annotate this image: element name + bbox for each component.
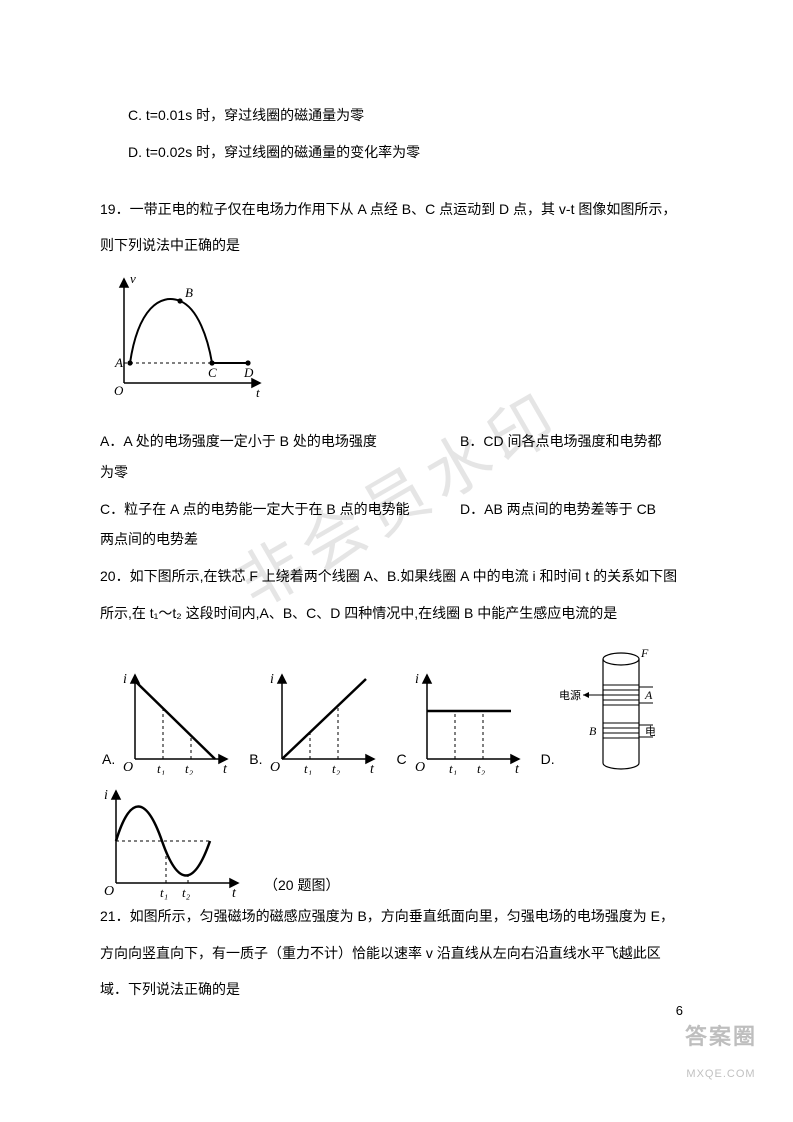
q19-options-row2: C．粒子在 A 点的电势能一定大于在 B 点的电势能 D．AB 两点间的电势差等… xyxy=(100,494,674,525)
svg-text:v: v xyxy=(130,271,136,286)
corner-logo-row2: MXQE.COM xyxy=(685,1062,757,1086)
q20-label-a: A. xyxy=(102,744,115,775)
q20-label-d: D. xyxy=(541,744,555,775)
svg-text:t₂: t₂ xyxy=(182,885,191,900)
q21-stem-2: 方向向竖直向下，有一质子（重力不计）恰能以速率 v 沿直线从左向右沿直线水平飞越… xyxy=(100,938,693,969)
svg-text:t₂: t₂ xyxy=(185,761,194,775)
q19-graph: A B C D O t v xyxy=(110,271,693,412)
option-d-line: D. t=0.02s 时，穿过线圈的磁通量的变化率为零 xyxy=(100,137,693,168)
q20-graph-c: O t₁ t₂ t i xyxy=(411,669,527,775)
q20-graph-a: O t₁ t₂ t i xyxy=(119,669,235,775)
q20-graph-row: A. O t₁ t₂ t i B. xyxy=(100,645,693,775)
q19-opt-c: C．粒子在 A 点的电势能一定大于在 B 点的电势能 xyxy=(100,501,410,517)
svg-text:O: O xyxy=(104,884,114,899)
q20-sinusoid-graph: O t₁ t₂ t i xyxy=(100,783,246,901)
svg-text:t₁: t₁ xyxy=(157,761,165,775)
svg-text:t₂: t₂ xyxy=(332,761,341,775)
svg-text:t: t xyxy=(232,886,237,901)
q20-sinusoid-row: O t₁ t₂ t i （20 题图） xyxy=(100,783,693,901)
page-number: 6 xyxy=(676,997,683,1026)
q19-opt-b-cont: 为零 xyxy=(100,457,693,488)
q20-label-b: B. xyxy=(249,744,262,775)
corner-logo: 答案圈 MXQE.COM xyxy=(685,1013,757,1086)
q19-stem-1: 19．一带正电的粒子仅在电场力作用下从 A 点经 B、C 点运动到 D 点，其 … xyxy=(100,194,693,225)
svg-text:t₁: t₁ xyxy=(449,761,457,775)
svg-text:D: D xyxy=(243,365,254,380)
q20-caption: （20 题图） xyxy=(264,870,339,901)
svg-text:i: i xyxy=(123,672,127,687)
svg-text:O: O xyxy=(270,760,280,775)
svg-text:t₂: t₂ xyxy=(477,761,486,775)
svg-text:O: O xyxy=(123,760,133,775)
q19-options-row1: A．A 处的电场强度一定小于 B 处的电场强度 B．CD 间各点电场强度和电势都 xyxy=(100,426,679,457)
q21-stem-1: 21．如图所示，匀强磁场的磁感应强度为 B，方向垂直纸面向里，匀强电场的电场强度… xyxy=(100,901,693,932)
q19-opt-d-cont: 两点间的电势差 xyxy=(100,524,693,555)
q21-stem-3: 域．下列说法正确的是 xyxy=(100,974,693,1005)
svg-text:t: t xyxy=(370,762,375,775)
svg-text:i: i xyxy=(415,672,419,687)
q20-label-c: C xyxy=(396,744,406,775)
svg-text:i: i xyxy=(104,788,108,803)
svg-text:t₁: t₁ xyxy=(304,761,312,775)
q20-stem-2: 所示,在 t₁～t₂ 这段时间内,A、B、C、D 四种情况中,在线圈 B 中能产… xyxy=(100,598,693,629)
option-c-line: C. t=0.01s 时，穿过线圈的磁通量为零 xyxy=(100,100,693,131)
svg-text:F: F xyxy=(640,646,649,660)
corner-logo-row1: 答案圈 xyxy=(685,1013,757,1061)
svg-text:O: O xyxy=(114,383,124,398)
svg-text:B: B xyxy=(589,724,597,738)
q20-graph-b: O t₁ t₂ t i xyxy=(266,669,382,775)
q19-opt-b: B．CD 间各点电场强度和电势都 xyxy=(460,433,661,449)
svg-text:t: t xyxy=(515,762,520,775)
svg-text:B: B xyxy=(185,285,193,300)
q19-opt-d: D．AB 两点间的电势差等于 CB xyxy=(460,501,656,517)
svg-text:电源: 电源 xyxy=(559,688,581,702)
svg-text:C: C xyxy=(208,365,217,380)
q20-stem-1: 20．如下图所示,在铁芯 F 上绕着两个线圈 A、B.如果线圈 A 中的电流 i… xyxy=(100,561,693,592)
svg-text:电: 电 xyxy=(645,725,655,738)
q19-opt-a: A．A 处的电场强度一定小于 B 处的电场强度 xyxy=(100,433,377,449)
q20-transformer-diagram: F A B 电源 电 xyxy=(559,645,655,775)
svg-text:A: A xyxy=(114,355,123,370)
svg-text:O: O xyxy=(415,760,425,775)
svg-text:t₁: t₁ xyxy=(160,885,168,900)
q19-stem-2: 则下列说法中正确的是 xyxy=(100,230,693,261)
svg-text:t: t xyxy=(256,385,260,400)
svg-text:t: t xyxy=(223,762,228,775)
svg-text:A: A xyxy=(644,688,653,702)
svg-text:i: i xyxy=(270,672,274,687)
